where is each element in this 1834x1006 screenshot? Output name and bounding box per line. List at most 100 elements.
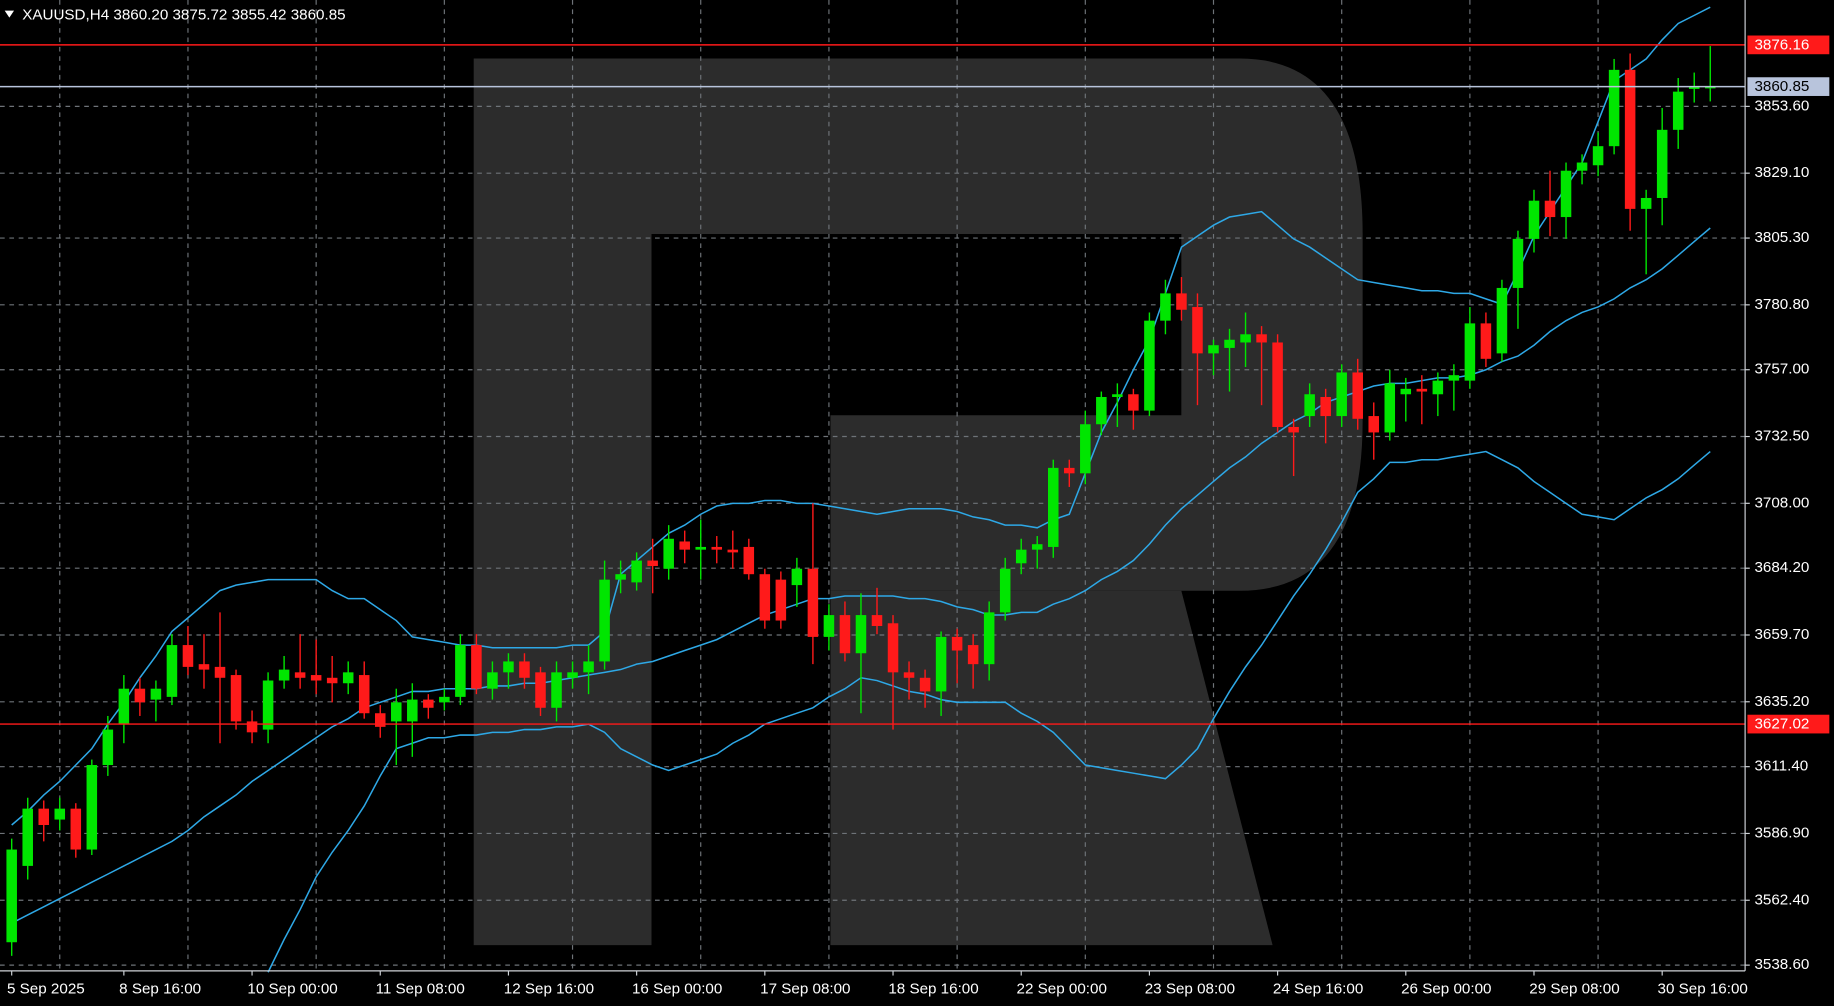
candle-body xyxy=(983,612,995,665)
candle-body xyxy=(967,645,979,665)
candle-body xyxy=(1192,307,1203,354)
x-tick-label: 12 Sep 16:00 xyxy=(504,981,594,998)
candle-body xyxy=(423,699,434,708)
candle-body xyxy=(1416,388,1428,392)
price-tag-label: 3627.02 xyxy=(1754,716,1809,733)
candle-body xyxy=(903,672,915,678)
x-tick-label: 29 Sep 08:00 xyxy=(1529,981,1619,998)
candle-body xyxy=(1128,394,1139,411)
candle-body xyxy=(407,699,418,722)
x-tick-label: 5 Sep 2025 xyxy=(7,981,85,998)
candle-body xyxy=(150,688,162,700)
candle-body xyxy=(711,546,723,550)
x-tick-label: 10 Sep 00:00 xyxy=(247,981,337,998)
candle-body xyxy=(1544,200,1556,218)
candle-body xyxy=(1400,388,1412,395)
candle-body xyxy=(615,574,626,580)
candle-body xyxy=(246,721,258,733)
grid xyxy=(0,0,1746,971)
y-tick-label: 3538.60 xyxy=(1754,956,1809,973)
candle-body xyxy=(1064,467,1075,474)
chart-title: XAUUSD,H4 3860.20 3875.72 3855.42 3860.8… xyxy=(22,6,345,23)
price-tag xyxy=(1747,35,1830,55)
candle-body xyxy=(887,623,899,673)
candle-body xyxy=(1288,426,1299,433)
candle-body xyxy=(326,677,338,684)
candle-body xyxy=(198,664,210,670)
candle-body xyxy=(471,645,482,689)
candle-body xyxy=(1352,372,1363,419)
candle-body xyxy=(1176,293,1187,310)
band-line xyxy=(11,6,1711,826)
candle-body xyxy=(278,669,290,681)
candle-body xyxy=(1704,86,1716,89)
candle-body xyxy=(391,702,402,722)
candle-body xyxy=(1304,394,1315,417)
candle-body xyxy=(1144,320,1155,411)
candle-body xyxy=(294,672,306,678)
y-tick-label: 3635.20 xyxy=(1754,693,1809,710)
candle-body xyxy=(214,666,226,678)
y-tick-label: 3659.70 xyxy=(1754,626,1809,643)
candle-body xyxy=(839,615,851,654)
candle-body xyxy=(166,645,178,697)
candle-body xyxy=(855,615,867,654)
candle-body xyxy=(823,615,835,637)
price-tag xyxy=(1747,77,1830,96)
candle-body xyxy=(54,808,66,820)
candle-body xyxy=(935,636,947,692)
candle-body xyxy=(663,538,674,569)
x-tick-label: 16 Sep 00:00 xyxy=(632,981,722,998)
x-tick-label: 30 Sep 16:00 xyxy=(1658,981,1748,998)
x-tick-label: 22 Sep 00:00 xyxy=(1017,981,1107,998)
candle-body xyxy=(695,546,706,550)
candle-body xyxy=(230,675,242,722)
candle-body xyxy=(455,645,466,697)
candle-body xyxy=(182,645,194,667)
candle-body xyxy=(70,808,82,850)
y-tick-label: 3829.10 xyxy=(1754,164,1809,181)
candle-body xyxy=(1160,293,1171,321)
candle-body xyxy=(1496,287,1508,354)
x-tick-label: 26 Sep 00:00 xyxy=(1401,981,1491,998)
x-tick-label: 18 Sep 16:00 xyxy=(888,981,978,998)
y-tick-label: 3757.00 xyxy=(1754,361,1809,378)
candle-body xyxy=(487,672,498,689)
candle-body xyxy=(743,546,755,575)
candle-body xyxy=(1368,416,1380,433)
candle-body xyxy=(1640,197,1652,209)
y-tick-label: 3780.80 xyxy=(1754,296,1809,313)
y-tick-label: 3684.20 xyxy=(1754,559,1809,576)
x-tick-label: 24 Sep 16:00 xyxy=(1273,981,1363,998)
candle-body xyxy=(759,574,771,621)
x-tick-label: 8 Sep 16:00 xyxy=(119,981,201,998)
price-tag-label: 3860.85 xyxy=(1754,78,1809,95)
candle-body xyxy=(1015,549,1027,564)
candle-body xyxy=(1608,69,1620,147)
candle-body xyxy=(775,579,787,621)
candle-body xyxy=(1512,238,1524,288)
candle-body xyxy=(1208,345,1219,354)
candle-body xyxy=(791,568,803,586)
candle-body xyxy=(310,675,322,681)
candle-body xyxy=(1048,467,1059,547)
candle-body xyxy=(999,568,1011,613)
candle-body xyxy=(679,541,690,550)
candle-body xyxy=(727,549,739,553)
candle-body xyxy=(374,713,386,727)
y-tick-label: 3611.40 xyxy=(1754,758,1808,775)
y-tick-label: 3853.60 xyxy=(1754,97,1809,114)
candle-body xyxy=(1592,146,1604,166)
y-tick-label: 3732.50 xyxy=(1754,428,1809,445)
candle-body xyxy=(1656,129,1668,198)
candle-body xyxy=(631,560,642,583)
candle-body xyxy=(1384,383,1396,433)
candle-body xyxy=(6,849,17,943)
candle-body xyxy=(567,672,578,678)
candle-body xyxy=(1272,342,1283,427)
candle-body xyxy=(1112,394,1123,397)
candle-body xyxy=(38,808,50,826)
x-tick-label: 11 Sep 08:00 xyxy=(376,981,465,998)
